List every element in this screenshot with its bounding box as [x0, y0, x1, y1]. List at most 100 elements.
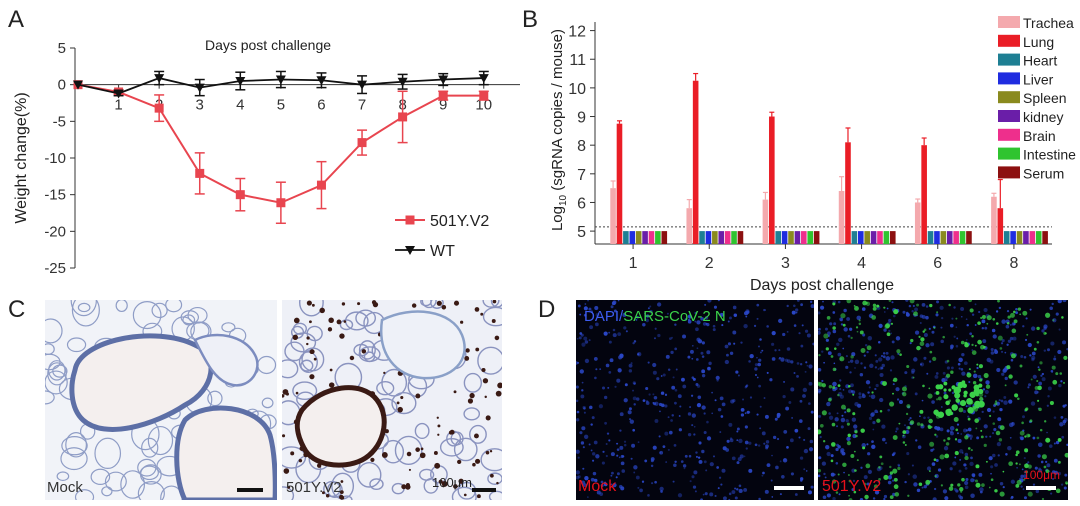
legend-label-Spleen: Spleen	[1023, 90, 1067, 106]
legend-label-Serum: Serum	[1023, 165, 1064, 181]
chart-b-bar-Intestine-3	[807, 231, 814, 244]
chart-b-bar-Liver-3	[781, 231, 788, 244]
histology-501yv2-drawing	[282, 300, 502, 500]
weight-change-chart: 50-5-10-15-20-2512345678910Days post cha…	[13, 37, 520, 277]
chart-b-bar-Trachea-8	[991, 196, 997, 244]
chart-b-bar-kidney-3	[794, 231, 801, 244]
chart-a-point	[316, 76, 327, 86]
chart-a-point	[195, 168, 205, 178]
legend-swatch-Heart	[998, 53, 1020, 66]
if-title-n: SARS-CoV-2 N	[623, 308, 726, 325]
chart-b-xtick-label: 8	[1009, 255, 1018, 272]
chart-a-point	[154, 103, 164, 113]
panel-d-letter: D	[538, 296, 556, 323]
legend-swatch-Lung	[998, 34, 1020, 47]
chart-a-xtick-label: 6	[317, 97, 325, 114]
chart-b-bar-Liver-6	[934, 231, 940, 244]
if-title-slash: /	[619, 308, 624, 325]
chart-a-xtick-label: 5	[277, 97, 285, 114]
if-mock-label: Mock	[578, 478, 617, 495]
legend-label-Liver: Liver	[1023, 71, 1054, 87]
chart-a-xtick-label: 7	[358, 97, 366, 114]
chart-b-bar-Trachea-6	[914, 202, 921, 244]
chart-b-ytick-label: 11	[569, 52, 586, 69]
chart-a-xtick-label: 1	[114, 97, 122, 114]
if-mock-scalebar	[774, 486, 804, 490]
chart-b-bar-Spleen-2	[712, 231, 718, 244]
chart-b-bar-Spleen-6	[940, 231, 947, 244]
chart-a-xtick-label: 4	[236, 97, 244, 114]
chart-b-ytick-label: 5	[577, 224, 586, 241]
chart-a-point	[316, 180, 326, 190]
chart-a-title: Days post challenge	[205, 37, 331, 53]
chart-b-bar-kidney-4	[870, 231, 877, 244]
histology-scale-text: 100μm	[431, 475, 472, 490]
chart-b-bar-Brain-6	[953, 231, 959, 244]
histology-mock-drawing	[45, 300, 277, 500]
chart-b-bar-Liver-4	[857, 231, 864, 244]
histology-mock-image: Mock	[45, 300, 277, 500]
chart-a-point	[398, 112, 408, 122]
chart-a-xtick-label: 10	[475, 97, 492, 114]
chart-a-point	[113, 89, 124, 99]
legend-swatch-Trachea	[998, 16, 1020, 28]
legend-swatch-kidney	[998, 110, 1020, 122]
chart-a-point	[73, 80, 83, 90]
chart-a-ytick-label: -15	[44, 187, 66, 204]
legend-label-wt: WT	[430, 243, 455, 260]
chart-b-bar-Liver-1	[629, 231, 636, 244]
chart-b-bar-Heart-4	[851, 231, 858, 244]
chart-b-bar-Lung-4	[845, 142, 851, 244]
legend-swatch-Brain	[998, 128, 1020, 141]
chart-b-bar-Intestine-6	[959, 231, 966, 244]
legend-swatch-Spleen	[998, 91, 1020, 104]
legend-swatch-Intestine	[998, 147, 1020, 160]
if-501yv2-label: 501Y.V2	[822, 478, 882, 495]
chart-b-bar-kidney-6	[946, 231, 953, 244]
chart-b-bar-Spleen-4	[864, 231, 870, 244]
chart-b-bar-Serum-8	[1042, 231, 1048, 244]
chart-b-ylabel: Log10 (sgRNA copies / mouse)	[549, 29, 569, 231]
chart-b-bar-Brain-1	[648, 231, 655, 244]
legend-swatch-Serum	[998, 166, 1020, 179]
chart-b-bar-Intestine-4	[883, 231, 890, 244]
chart-a-ytick-label: 5	[58, 40, 66, 57]
if-title-dapi: DAPI	[584, 308, 620, 325]
if-501yv2-image: 501Y.V2 100μm	[818, 300, 1068, 500]
chart-b-bar-kidney-8	[1023, 231, 1029, 244]
chart-b-bar-Heart-1	[623, 231, 629, 244]
chart-b-bar-Brain-3	[801, 231, 807, 244]
chart-a-point	[478, 74, 489, 84]
chart-a-point	[357, 138, 367, 148]
chart-b-bar-Spleen-8	[1016, 231, 1023, 244]
chart-a-ytick-label: -25	[44, 260, 66, 277]
chart-a-point	[357, 80, 368, 90]
chart-b-bar-Spleen-1	[635, 231, 642, 244]
chart-a-xtick-label: 3	[196, 97, 204, 114]
chart-a-ylabel: Weight change(%)	[13, 92, 30, 223]
chart-a-point	[154, 74, 165, 84]
chart-a-point	[479, 91, 489, 101]
histology-501yv2-scalebar	[472, 488, 496, 492]
chart-a-point	[194, 83, 205, 93]
chart-a-point	[235, 190, 245, 200]
if-title: DAPI/SARS-CoV-2 N	[584, 308, 726, 325]
legend-marker-wt	[405, 246, 415, 255]
histology-mock-label: Mock	[47, 479, 83, 496]
panel-c-letter: C	[8, 296, 26, 323]
chart-a-point	[397, 77, 408, 87]
legend-label-Trachea: Trachea	[1023, 15, 1074, 31]
chart-b-bar-Serum-1	[661, 231, 668, 244]
chart-b-bar-Heart-8	[1003, 231, 1010, 244]
chart-b-bar-Serum-6	[966, 231, 972, 244]
chart-a-ytick-label: -10	[44, 150, 66, 167]
chart-b-ytick-label: 7	[577, 167, 586, 184]
chart-a-series-501Y.V2	[73, 80, 489, 225]
chart-b-bar-Liver-2	[705, 231, 712, 244]
if-501yv2-drawing	[818, 300, 1068, 500]
chart-b-ytick-label: 10	[568, 81, 586, 98]
chart-b-legend: Trachea Lung Heart Liver Spleen kidney Brain In…	[998, 15, 1076, 181]
chart-b-ytick-label: 8	[577, 138, 586, 155]
histology-mock-scalebar	[237, 488, 263, 492]
